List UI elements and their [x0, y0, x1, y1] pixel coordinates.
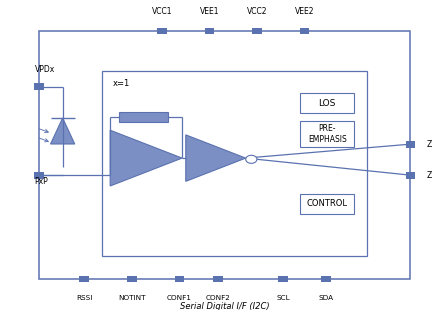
- Circle shape: [246, 155, 257, 163]
- Text: LOS: LOS: [318, 99, 336, 108]
- Text: x=1: x=1: [112, 79, 130, 88]
- Bar: [252, 28, 262, 34]
- Bar: [39, 31, 410, 279]
- Text: SDA: SDA: [318, 294, 334, 300]
- Bar: [34, 83, 44, 90]
- Text: PxP: PxP: [35, 177, 48, 186]
- Bar: [102, 71, 367, 256]
- Bar: [406, 172, 415, 179]
- Bar: [213, 276, 223, 282]
- Bar: [278, 276, 288, 282]
- Text: CONTROL: CONTROL: [307, 199, 348, 208]
- Text: CONF2: CONF2: [206, 294, 231, 300]
- Polygon shape: [110, 130, 182, 186]
- Bar: [300, 93, 354, 113]
- Bar: [119, 112, 168, 122]
- Polygon shape: [51, 118, 75, 144]
- Text: SCL: SCL: [276, 294, 290, 300]
- Text: Serial Digital I/F (I2C): Serial Digital I/F (I2C): [180, 302, 270, 310]
- Text: RSSI: RSSI: [76, 294, 92, 300]
- Bar: [300, 194, 354, 214]
- Text: VEE1: VEE1: [200, 7, 219, 16]
- Bar: [34, 172, 44, 179]
- Bar: [205, 28, 214, 34]
- Text: ZxN: ZxN: [427, 170, 432, 180]
- Text: ZxP: ZxP: [427, 140, 432, 149]
- Bar: [175, 276, 184, 282]
- Bar: [79, 276, 89, 282]
- Text: VEE2: VEE2: [295, 7, 314, 16]
- Text: CONF1: CONF1: [167, 294, 192, 300]
- Text: PRE-
EMPHASIS: PRE- EMPHASIS: [308, 124, 346, 144]
- Text: VCC2: VCC2: [247, 7, 267, 16]
- Text: VPDx: VPDx: [35, 65, 55, 74]
- Bar: [157, 28, 167, 34]
- Text: NOTINT: NOTINT: [118, 294, 146, 300]
- Polygon shape: [186, 135, 246, 181]
- Bar: [321, 276, 331, 282]
- Bar: [300, 121, 354, 147]
- Bar: [127, 276, 137, 282]
- Text: VCC1: VCC1: [152, 7, 172, 16]
- Bar: [406, 141, 415, 148]
- Bar: [300, 28, 309, 34]
